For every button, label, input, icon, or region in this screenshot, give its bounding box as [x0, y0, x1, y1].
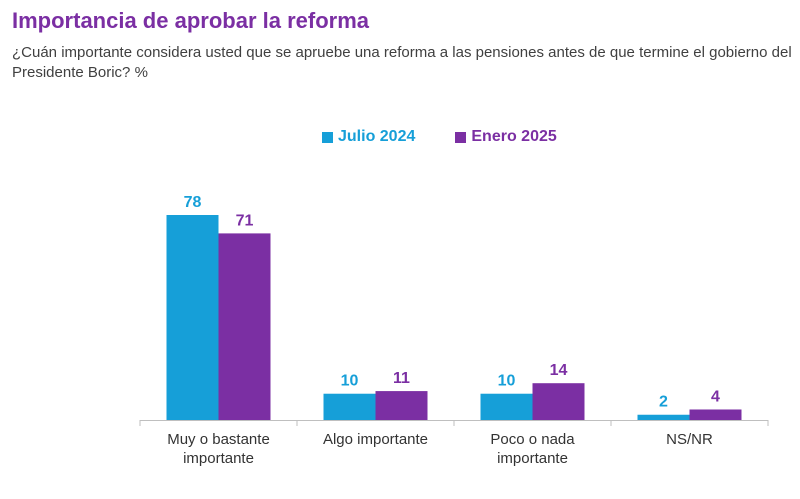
- legend-swatch-series-1: [322, 131, 333, 143]
- category-label-1: Muy o bastante importante: [167, 431, 270, 467]
- category-label-4: NS/NR: [666, 431, 713, 448]
- bar-series-1-cat-1: [166, 215, 219, 420]
- legend-item-series-1: Julio 2024: [322, 128, 415, 146]
- chart-legend: Julio 2024 Enero 2025: [322, 128, 597, 146]
- category-label-2-line-1: Algo importante: [323, 431, 428, 448]
- value-label-series-1-cat-1: 78: [184, 194, 202, 211]
- value-label-series-2-cat-2: 11: [393, 370, 410, 387]
- value-label-series-1-cat-4: 2: [659, 394, 668, 411]
- legend-label-series-1: Julio 2024: [338, 128, 416, 145]
- bar-series-1-cat-4: [637, 414, 690, 420]
- category-label-4-line-1: NS/NR: [666, 431, 713, 448]
- legend-item-series-2: Enero 2025: [455, 128, 557, 146]
- legend-label-series-2: Enero 2025: [471, 128, 557, 145]
- category-label-3-line-2: importante: [497, 450, 568, 467]
- legend-swatch-series-2: [455, 131, 467, 143]
- category-label-1-line-2: importante: [183, 450, 254, 467]
- bar-series-2-cat-1: [218, 233, 271, 420]
- category-label-3-line-1: Poco o nada: [490, 431, 575, 448]
- bar-series-1-cat-2: [323, 393, 376, 420]
- bar-series-2-cat-4: [689, 409, 742, 420]
- bar-series-1-cat-3: [480, 393, 533, 420]
- chart-title: Importancia de aprobar la reforma: [12, 8, 369, 33]
- value-label-series-2-cat-3: 14: [550, 362, 568, 379]
- category-label-1-line-1: Muy o bastante: [167, 431, 270, 448]
- category-label-3: Poco o nada importante: [490, 431, 575, 467]
- value-label-series-2-cat-1: 71: [236, 212, 254, 229]
- bar-series-2-cat-3: [532, 383, 585, 420]
- category-label-2: Algo importante: [323, 431, 428, 448]
- bar-series-2-cat-2: [375, 391, 428, 420]
- value-label-series-1-cat-3: 10: [498, 373, 516, 390]
- value-label-series-2-cat-4: 4: [711, 388, 720, 405]
- value-label-series-1-cat-2: 10: [341, 373, 359, 390]
- chart-subtitle: ¿Cuán importante considera usted que se …: [12, 44, 792, 81]
